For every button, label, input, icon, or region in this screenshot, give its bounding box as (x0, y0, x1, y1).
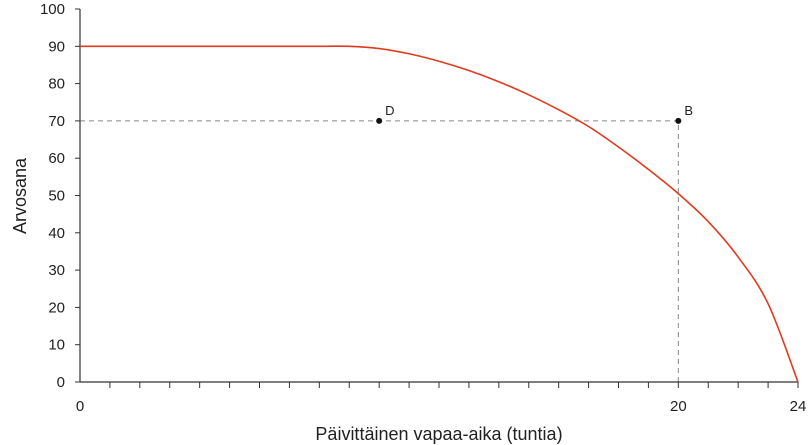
y-tick-label: 0 (57, 374, 65, 391)
x-tick-label: 20 (670, 398, 687, 415)
y-axis-title: Arvosana (10, 157, 30, 234)
point-B (675, 117, 682, 124)
reference-lines (80, 120, 679, 382)
y-ticks: 0 10 20 30 40 50 60 70 80 90 100 (40, 1, 80, 391)
y-tick-label: 20 (48, 299, 65, 316)
x-tick-label: 24 (790, 398, 807, 415)
y-tick-label: 30 (48, 262, 65, 279)
axes (79, 9, 798, 383)
y-tick-label: 60 (48, 150, 65, 167)
y-tick-label: 100 (40, 1, 65, 18)
y-tick-label: 80 (48, 76, 65, 93)
y-tick-label: 90 (48, 38, 65, 55)
series-line (80, 45, 799, 383)
series (80, 45, 799, 383)
y-tick-label: 50 (48, 188, 65, 205)
y-tick-label: 10 (48, 337, 65, 354)
y-tick-label: 70 (48, 113, 65, 130)
y-tick-label: 40 (48, 225, 65, 242)
point-D (376, 117, 383, 124)
point-label: D (385, 103, 394, 118)
x-ticks: 0 20 24 (76, 382, 807, 415)
x-axis-title: Päivittäinen vapaa-aika (tuntia) (315, 424, 562, 444)
x-tick-label: 0 (76, 398, 84, 415)
point-label: B (684, 103, 693, 118)
